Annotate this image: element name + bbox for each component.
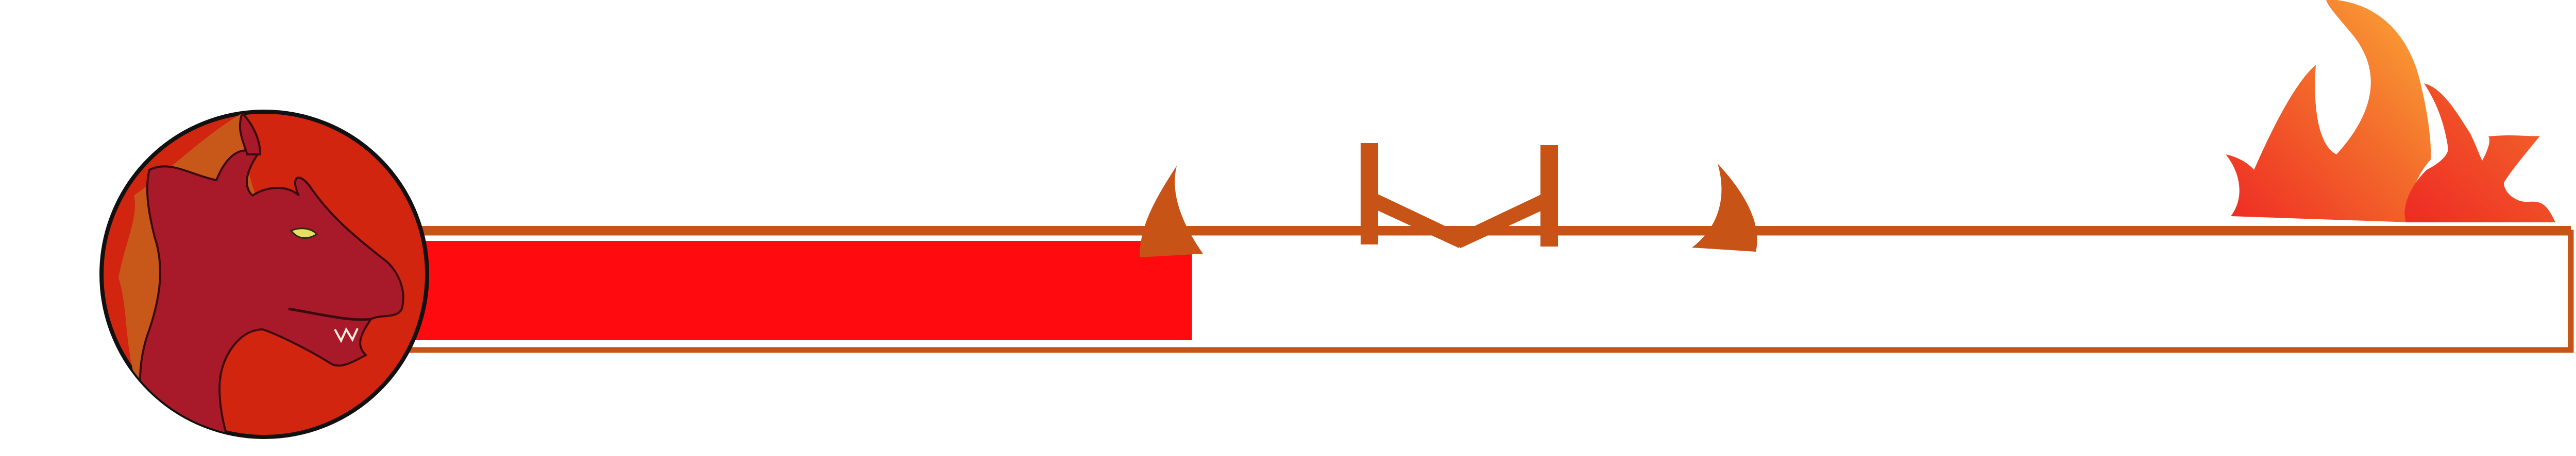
- flame-decoration: [2226, 0, 2555, 222]
- crown-icon: [1361, 143, 1558, 248]
- flame-icon: [2404, 83, 2555, 222]
- health-bar-fill: [413, 241, 1192, 340]
- boss-emblem: [99, 110, 429, 439]
- dragon-eye: [290, 227, 318, 239]
- dragon-head-icon: [118, 112, 404, 437]
- flame-icon: [2226, 0, 2431, 222]
- health-bar-frame: [404, 226, 2574, 353]
- dragon-teeth: [334, 327, 359, 343]
- horn-decorations: [1140, 143, 1757, 257]
- dragon-jaw-line: [288, 307, 371, 321]
- left-horn-icon: [1140, 166, 1203, 257]
- dragon-horn: [239, 112, 262, 155]
- right-horn-icon: [1692, 164, 1757, 252]
